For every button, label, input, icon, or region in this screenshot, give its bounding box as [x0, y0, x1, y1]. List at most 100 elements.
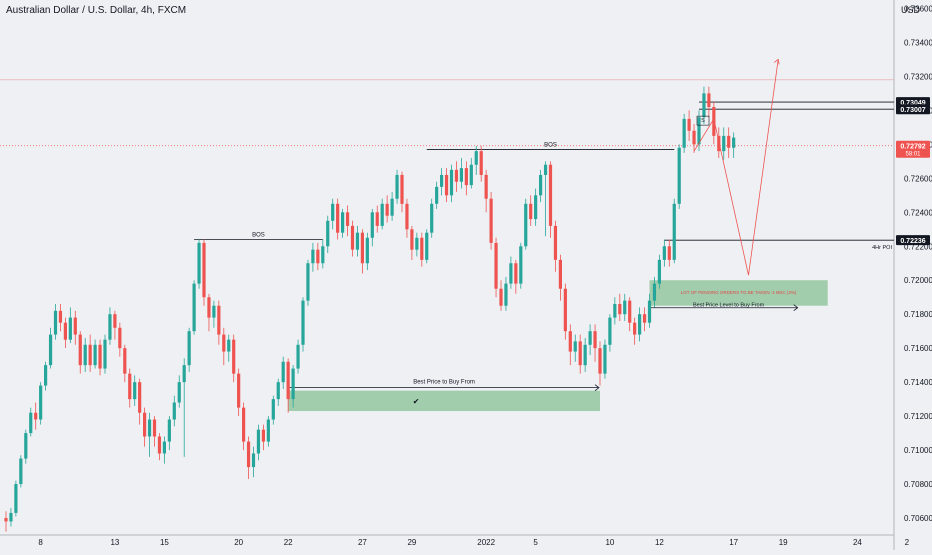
candle-body — [103, 339, 107, 369]
candle-body — [113, 314, 117, 328]
projection-path — [693, 59, 779, 276]
candle-body — [331, 203, 335, 221]
candle-body — [321, 246, 325, 264]
candle-body — [345, 212, 350, 226]
candle-body — [623, 300, 627, 315]
candle-body — [261, 429, 265, 442]
candle-body — [405, 203, 409, 230]
candle-body — [494, 242, 498, 289]
candle-body — [296, 344, 300, 369]
candle-body — [489, 198, 493, 243]
candle-body — [469, 164, 473, 186]
candle-body — [53, 310, 58, 335]
candle-body — [29, 412, 33, 434]
candle-body — [44, 365, 48, 386]
candle-body — [167, 419, 171, 442]
candle-body — [157, 436, 162, 454]
candle-body — [311, 249, 315, 264]
candle-body — [454, 169, 459, 182]
x-tick-label: 12 — [655, 538, 664, 547]
candle-body — [232, 339, 236, 374]
candle-body — [652, 283, 657, 301]
x-tick-label: 19 — [779, 538, 788, 547]
candle-body — [558, 259, 562, 289]
candle-body — [722, 135, 726, 152]
y-tick-label: 0.71400 — [904, 378, 932, 387]
candle-body — [24, 433, 28, 459]
candle-body — [172, 402, 176, 420]
candle-body — [662, 246, 666, 260]
candle-body — [336, 203, 340, 233]
candle-body — [182, 365, 186, 383]
candle-body — [291, 368, 295, 400]
s-label: S — [701, 118, 705, 124]
candle-body — [529, 203, 533, 220]
symbol-title: Australian Dollar / U.S. Dollar, 4h, FXC… — [6, 5, 187, 16]
candle-body — [123, 348, 127, 374]
candle-body — [543, 164, 548, 175]
candle-body — [306, 263, 310, 301]
candle-body — [608, 317, 612, 345]
candle-body — [499, 288, 503, 306]
candle-body — [286, 361, 290, 400]
candle-body — [93, 344, 97, 366]
candle-body — [34, 412, 38, 420]
candle-body — [341, 212, 345, 233]
candle-body — [242, 407, 246, 442]
candle-body — [370, 212, 374, 238]
price-label-text: 0.72792 — [900, 144, 925, 151]
y-tick-label: 0.73600 — [904, 4, 932, 13]
candle-body — [613, 304, 617, 318]
candle-body — [702, 93, 706, 118]
candle-body — [647, 300, 652, 323]
candle-body — [350, 225, 355, 250]
candle-body — [440, 174, 444, 187]
candle-body — [449, 169, 454, 196]
x-tick-label: 10 — [605, 538, 614, 547]
candle-body — [603, 344, 607, 374]
candle-body — [524, 203, 528, 247]
y-tick-label: 0.73200 — [904, 72, 932, 81]
price-label-text: 0.73007 — [900, 107, 925, 114]
candle-body — [197, 242, 201, 284]
candle-body — [162, 441, 166, 454]
candle-body — [444, 174, 449, 196]
candle-body — [128, 373, 132, 400]
candle-body — [281, 361, 285, 383]
candle-body — [568, 331, 572, 352]
candle-body — [78, 334, 82, 366]
price-label-text: 0.72236 — [900, 238, 925, 245]
candle-body — [108, 314, 112, 340]
candle-body — [152, 419, 157, 437]
bos-label: BOS — [544, 142, 557, 148]
x-tick-label: 27 — [358, 538, 367, 547]
candle-body — [212, 305, 216, 318]
candle-body — [727, 135, 731, 148]
candle-body — [553, 225, 558, 260]
x-tick-label: 17 — [729, 538, 738, 547]
candle-body — [519, 246, 523, 284]
y-tick-label: 0.71600 — [904, 344, 932, 353]
candle-body — [133, 382, 137, 400]
candle-body — [410, 229, 414, 250]
x-tick-label: 24 — [853, 538, 862, 547]
candle-body — [9, 512, 13, 522]
candle-body — [598, 348, 602, 374]
candle-body — [202, 242, 206, 298]
candle-body — [14, 484, 18, 513]
candle-body — [301, 300, 305, 345]
candle-body — [19, 458, 23, 485]
candle-body — [222, 334, 226, 352]
price-label-box — [896, 140, 930, 158]
candle-body — [459, 168, 463, 182]
zone-label: Best Price to Buy From — [413, 380, 475, 386]
candle-body — [672, 203, 676, 260]
x-tick-label: 8 — [38, 538, 43, 547]
candle-body — [712, 107, 716, 136]
candle-body — [380, 203, 384, 226]
y-tick-label: 0.72000 — [904, 276, 932, 285]
price-label-countdown: 58:01 — [905, 152, 921, 158]
candle-body — [217, 305, 221, 335]
candle-body — [68, 317, 72, 340]
